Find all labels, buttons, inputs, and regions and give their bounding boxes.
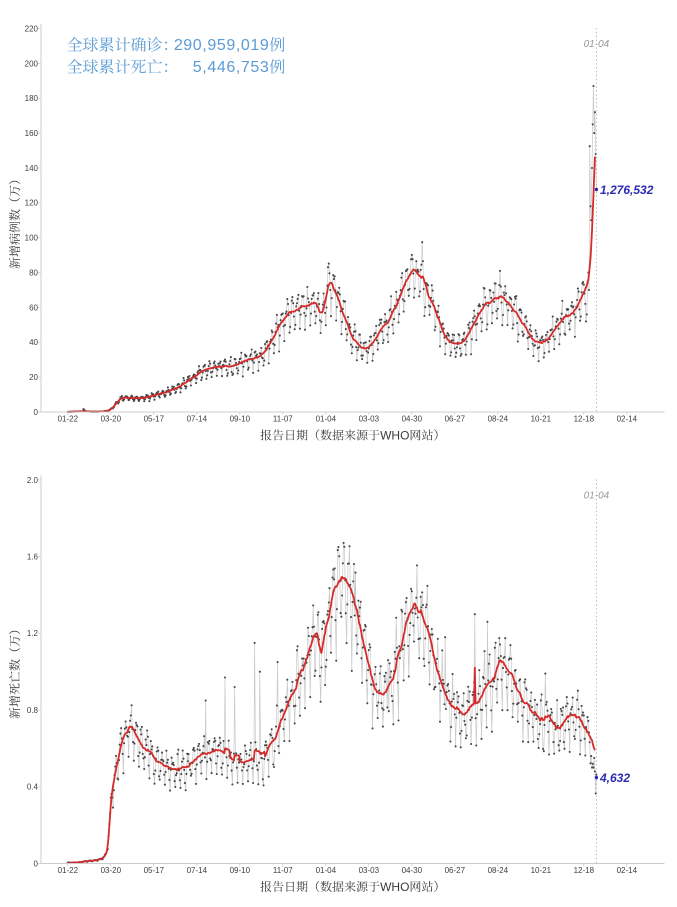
svg-text:01-04: 01-04 (316, 866, 337, 875)
svg-text:03-20: 03-20 (101, 866, 122, 875)
svg-text:60: 60 (29, 303, 38, 312)
svg-text:07-14: 07-14 (187, 414, 208, 423)
svg-text:07-14: 07-14 (187, 866, 208, 875)
svg-text:290,959,019: 290,959,019 (174, 37, 270, 54)
svg-text:03-03: 03-03 (359, 414, 380, 423)
svg-text:0.8: 0.8 (27, 706, 39, 715)
svg-text:08-24: 08-24 (488, 414, 509, 423)
svg-text:1.2: 1.2 (27, 629, 39, 638)
svg-text:180: 180 (25, 94, 39, 103)
svg-text:02-14: 02-14 (617, 414, 638, 423)
svg-text:11-07: 11-07 (273, 414, 293, 423)
svg-text:04-30: 04-30 (402, 866, 423, 875)
svg-text:20: 20 (29, 373, 38, 382)
svg-text:01-22: 01-22 (58, 414, 79, 423)
svg-text:WHO: WHO (380, 429, 409, 443)
svg-text:40: 40 (29, 338, 38, 347)
svg-text:12-18: 12-18 (574, 866, 595, 875)
svg-text:03-03: 03-03 (359, 866, 380, 875)
svg-text:12-18: 12-18 (574, 414, 595, 423)
svg-text:05-17: 05-17 (144, 414, 165, 423)
svg-text:09-10: 09-10 (230, 866, 251, 875)
svg-text:0: 0 (34, 408, 39, 417)
svg-text:02-14: 02-14 (617, 866, 638, 875)
svg-text:06-27: 06-27 (445, 866, 466, 875)
svg-text:03-20: 03-20 (101, 414, 122, 423)
svg-text:80: 80 (29, 268, 38, 277)
svg-text:01-04: 01-04 (316, 414, 337, 423)
svg-text:10-21: 10-21 (531, 414, 552, 423)
svg-text:1.6: 1.6 (27, 553, 39, 562)
svg-text:0.4: 0.4 (27, 783, 39, 792)
svg-text:0: 0 (34, 859, 39, 868)
svg-text:06-27: 06-27 (445, 414, 466, 423)
svg-text:11-07: 11-07 (273, 866, 293, 875)
svg-text:05-17: 05-17 (144, 866, 165, 875)
svg-text:10-21: 10-21 (531, 866, 552, 875)
svg-text:09-10: 09-10 (230, 414, 251, 423)
svg-text:5,446,753: 5,446,753 (193, 59, 270, 76)
svg-text:01-04: 01-04 (584, 39, 610, 50)
svg-text:01-22: 01-22 (58, 866, 79, 875)
svg-text:120: 120 (25, 199, 39, 208)
svg-text:220: 220 (25, 24, 39, 33)
svg-text:01-04: 01-04 (584, 491, 610, 502)
svg-text:WHO: WHO (380, 880, 409, 894)
svg-text:200: 200 (25, 59, 39, 68)
svg-text:04-30: 04-30 (402, 414, 423, 423)
svg-text:08-24: 08-24 (488, 866, 509, 875)
svg-text:140: 140 (25, 164, 39, 173)
svg-text:1,276,532: 1,276,532 (600, 183, 654, 197)
svg-text:100: 100 (25, 234, 39, 243)
svg-text:160: 160 (25, 129, 39, 138)
svg-text:2.0: 2.0 (27, 476, 39, 485)
svg-text:4,632: 4,632 (599, 771, 630, 785)
